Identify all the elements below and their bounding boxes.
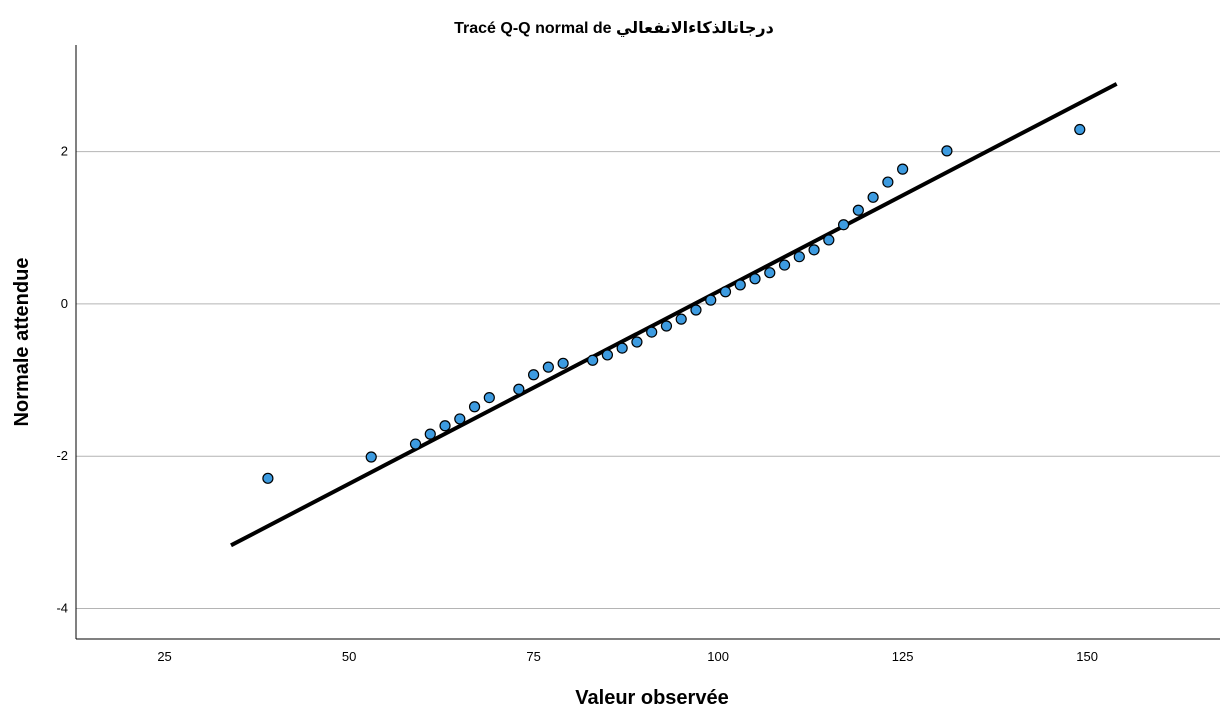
data-point xyxy=(631,336,643,348)
data-point xyxy=(719,286,732,298)
data-point xyxy=(409,438,422,450)
y-tick-label: 2 xyxy=(61,144,68,159)
x-tick-label: 75 xyxy=(526,649,540,664)
data-point xyxy=(542,361,554,373)
data-point xyxy=(439,420,451,432)
data-point xyxy=(897,163,909,175)
data-point xyxy=(365,451,377,463)
y-tick-label: 0 xyxy=(61,296,68,311)
data-point xyxy=(690,304,702,316)
x-tick-label: 100 xyxy=(707,649,729,664)
data-point xyxy=(852,204,864,216)
data-point xyxy=(867,191,879,203)
gridlines xyxy=(76,151,1220,610)
data-point xyxy=(941,145,953,157)
reference-line xyxy=(230,82,1118,548)
data-point xyxy=(587,354,599,366)
data-point xyxy=(1074,123,1086,136)
data-point xyxy=(793,251,805,263)
data-point xyxy=(882,176,894,188)
data-point xyxy=(705,294,717,306)
data-point xyxy=(778,259,791,271)
data-point xyxy=(764,267,776,279)
y-tick-label: -4 xyxy=(56,601,68,616)
chart-title: Tracé Q-Q normal de درجاتالذكاءالانفعالي xyxy=(454,20,774,38)
y-tick-label: -2 xyxy=(56,448,68,463)
y-axis-title: Normale attendue xyxy=(11,258,33,427)
data-point xyxy=(262,472,274,484)
x-tick-label: 125 xyxy=(892,649,914,664)
data-point xyxy=(734,279,746,291)
data-point xyxy=(468,401,481,413)
data-point xyxy=(823,234,835,246)
data-point xyxy=(527,369,540,381)
data-point xyxy=(424,428,436,440)
x-tick-label: 25 xyxy=(157,649,171,664)
x-tick-label: 50 xyxy=(342,649,356,664)
data-point xyxy=(513,383,525,395)
data-point xyxy=(601,349,614,361)
data-point xyxy=(454,413,466,425)
data-point xyxy=(837,219,850,231)
x-tick-labels: 25 50 75 100 125 150 xyxy=(157,649,1098,664)
data-point xyxy=(660,320,673,332)
data-point xyxy=(808,244,820,256)
data-point xyxy=(675,313,687,325)
reference-line-group xyxy=(230,82,1118,548)
data-point xyxy=(646,326,658,338)
x-axis-title: Valeur observée xyxy=(575,687,728,709)
x-tick-label: 150 xyxy=(1076,649,1098,664)
data-points xyxy=(262,123,1086,484)
data-point xyxy=(616,342,628,354)
y-tick-labels: -4 -2 0 2 xyxy=(56,144,68,616)
data-point xyxy=(557,357,569,369)
data-point xyxy=(749,273,761,285)
data-point xyxy=(483,391,495,404)
